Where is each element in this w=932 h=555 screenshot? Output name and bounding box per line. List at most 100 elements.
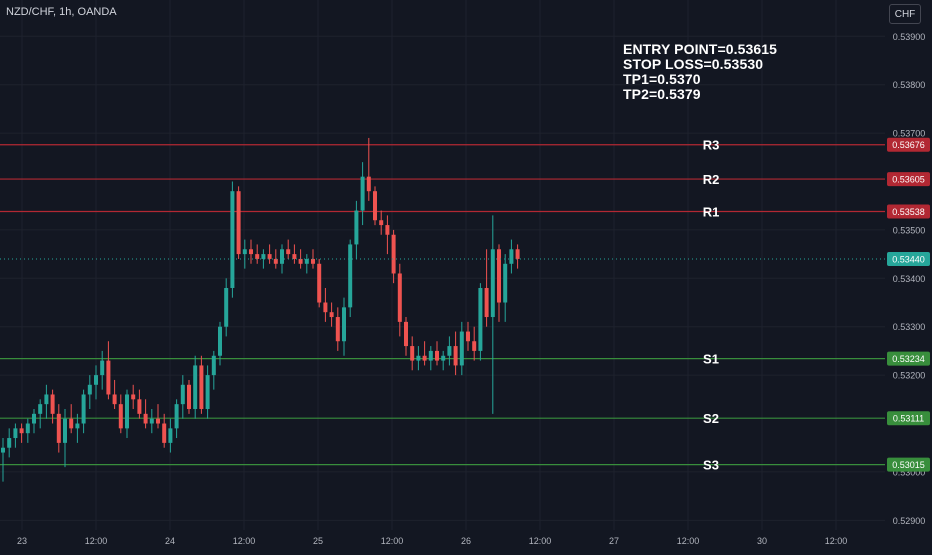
candle-body [63,418,67,443]
candle-body [211,355,216,376]
candle-body [472,341,477,351]
candle [466,321,470,351]
candle [335,307,340,351]
x-tick-label: 12:00 [677,536,700,546]
candle-body [125,394,129,429]
candle-body [242,249,247,255]
candle [143,399,148,429]
x-tick-label: 12:00 [233,536,256,546]
trade-notes: ENTRY POINT=0.53615 STOP LOSS=0.53530 TP… [623,42,777,102]
candle-body [441,355,446,361]
level-price-tag [887,411,930,426]
candle-body [44,394,49,405]
candle-body [19,428,24,434]
candle [472,326,477,361]
candle-body [267,254,272,259]
candle-body [490,249,495,318]
candle [125,389,129,439]
candle-body [416,355,421,361]
candle-body [280,249,284,264]
x-tick-label: 12:00 [381,536,404,546]
candle [348,239,353,318]
entry-point-note: ENTRY POINT=0.53615 [623,41,778,57]
level-label-r2: R2 [703,172,720,187]
candle [360,162,365,226]
currency-button[interactable]: CHF [889,4,921,24]
candle [342,297,346,356]
level-price-label: 0.53538 [892,207,925,217]
candle-body [255,254,260,259]
x-tick-label: 30 [757,536,767,546]
x-tick-label: 12:00 [529,536,552,546]
candle [168,418,173,453]
candle-body [422,355,427,361]
candle [87,375,92,409]
candle [156,404,160,429]
candle [509,239,514,274]
candle [19,423,24,443]
y-tick-label: 0.53800 [893,80,926,90]
candle-body [404,321,408,347]
candle [236,186,241,259]
candle [56,404,61,453]
candle [7,428,12,458]
current-price-label: 0.53440 [892,254,925,264]
candle-body [187,384,191,409]
candle-body [32,413,36,424]
x-tick-label: 25 [313,536,323,546]
candle [162,413,167,448]
y-tick-label: 0.53700 [893,129,926,139]
level-price-tag [887,204,930,219]
candle [137,389,142,419]
candle [397,263,402,337]
candle-body [466,331,470,342]
tp1-note: TP1=0.5370 [623,71,701,87]
candle [459,321,464,376]
candle [174,399,179,439]
candle-body [56,413,61,443]
candle-body [38,404,43,414]
candle [193,355,198,419]
price-axis[interactable]: 0.53900 0.53800 0.53700 0.53500 0.53400 0.533… [887,32,930,526]
candle [50,389,55,424]
candle [242,239,247,269]
candle [199,355,204,414]
candle [304,254,309,274]
candle-body [354,210,359,245]
candle-body [143,413,148,424]
candle-body [131,394,136,400]
level-price-label: 0.53111 [893,414,924,424]
candle-body [218,326,222,356]
candle [292,244,297,264]
candle [428,346,433,371]
candle-body [87,384,92,395]
time-axis[interactable]: 23 12:00 24 12:00 25 12:00 26 12:00 27 12:00 30 12:… [17,536,847,546]
candle [435,341,439,366]
candle [255,244,260,264]
level-label-s2: S2 [703,411,719,426]
candle-body [317,263,322,303]
level-label-s3: S3 [703,458,719,473]
candle-body [348,244,353,308]
level-price-tag [887,172,930,187]
candle [224,278,229,337]
candle-body [193,365,198,409]
candle [317,258,322,308]
candle [280,244,284,274]
candle [416,346,421,371]
candle [69,404,74,434]
candle [100,350,105,390]
candle-body [106,360,111,395]
candle [249,239,253,264]
candle [94,365,98,400]
candle [44,384,49,419]
y-tick-label: 0.53000 [893,467,926,477]
candle-body [69,418,74,429]
candle [329,302,334,327]
candle [478,283,483,361]
candle-body [311,258,315,264]
candle-body [304,258,309,264]
candle [354,200,359,259]
